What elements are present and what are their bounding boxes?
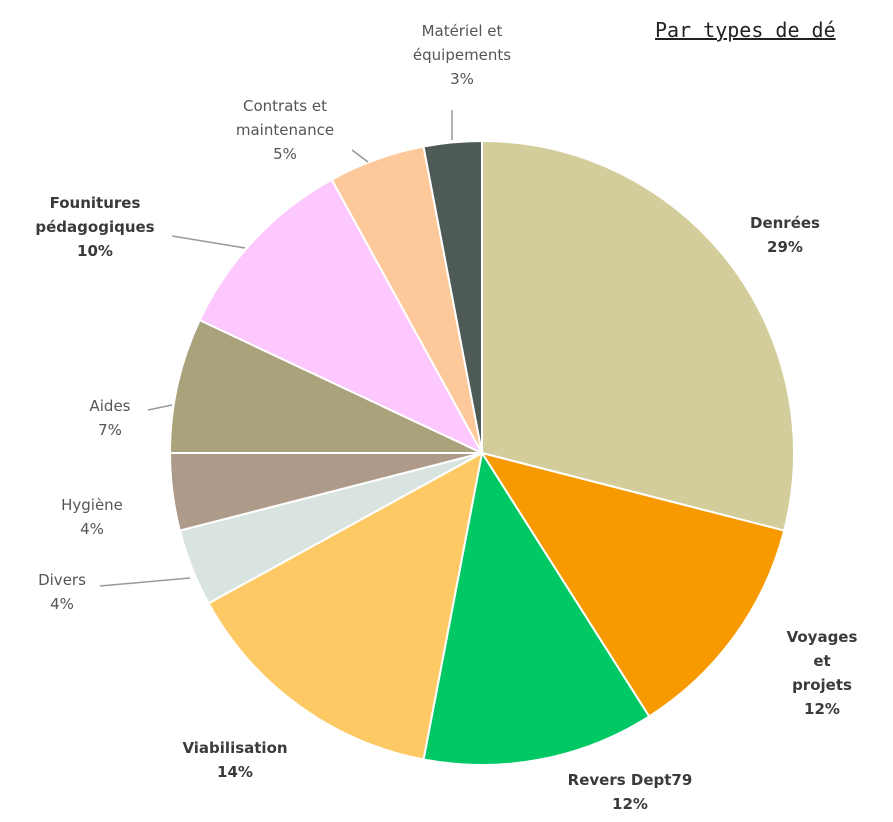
category-label: Matériel et équipements bbox=[412, 22, 512, 64]
leader-line bbox=[171, 235, 246, 249]
value-label: 29% bbox=[767, 238, 803, 256]
pie-slice bbox=[479, 451, 786, 718]
chart-title: Par types de dé bbox=[655, 18, 836, 42]
slice-label: Voyages et projets 12% bbox=[787, 625, 858, 721]
category-label: Voyages et projets bbox=[786, 628, 858, 694]
pie-slice bbox=[207, 451, 484, 761]
slice-label: Matériel et équipements 3% bbox=[413, 19, 511, 91]
pie-slice bbox=[481, 139, 795, 532]
category-label: Denrées bbox=[750, 214, 820, 232]
category-label: Divers bbox=[38, 571, 86, 589]
value-label: 14% bbox=[217, 763, 253, 781]
value-label: 3% bbox=[450, 70, 474, 88]
slice-label: Aides 7% bbox=[90, 394, 131, 442]
category-label: Viabilisation bbox=[182, 739, 288, 757]
category-label: Hygiène bbox=[61, 496, 123, 514]
slice-label: Denrées 29% bbox=[750, 211, 820, 259]
leader-line bbox=[147, 404, 173, 411]
value-label: 4% bbox=[80, 520, 104, 538]
value-label: 7% bbox=[98, 421, 122, 439]
slice-label: Hygiène 4% bbox=[61, 493, 123, 541]
slice-label: Divers 4% bbox=[38, 568, 86, 616]
value-label: 10% bbox=[77, 242, 113, 260]
pie-slice bbox=[422, 139, 483, 454]
pie bbox=[168, 139, 795, 766]
category-label: Founitures pédagogiques bbox=[35, 194, 155, 236]
leader-line bbox=[351, 149, 369, 163]
pie-slice bbox=[198, 178, 485, 456]
category-label: Revers Dept79 bbox=[567, 771, 693, 789]
slice-label: Viabilisation 14% bbox=[182, 736, 287, 784]
pie-slice bbox=[422, 450, 651, 766]
slice-label: Founitures pédagogiques 10% bbox=[35, 191, 154, 263]
pie-slice bbox=[168, 318, 483, 454]
value-label: 12% bbox=[612, 795, 648, 813]
value-label: 4% bbox=[50, 595, 74, 613]
value-label: 12% bbox=[804, 700, 840, 718]
category-label: Contrats et maintenance bbox=[235, 97, 335, 139]
slice-label: Contrats et maintenance 5% bbox=[236, 94, 334, 166]
leader-line bbox=[99, 577, 191, 587]
value-label: 5% bbox=[273, 145, 297, 163]
slice-label: Revers Dept79 12% bbox=[568, 768, 693, 816]
category-label: Aides bbox=[89, 397, 131, 415]
